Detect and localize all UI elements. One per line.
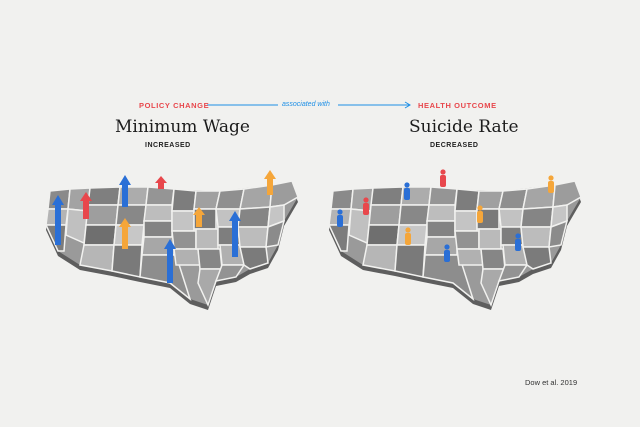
increased-label: INCREASED: [145, 142, 191, 149]
us-map-minimum-wage: [44, 170, 299, 310]
citation-text: Dow et al. 2019: [525, 378, 578, 387]
arrow-bar-icon: [52, 170, 276, 283]
associated-with-label: associated with: [282, 101, 330, 108]
minimum-wage-title: Minimum Wage: [115, 117, 250, 137]
health-outcome-label: HEALTH OUTCOME: [418, 101, 497, 110]
suicide-rate-title: Suicide Rate: [409, 117, 519, 137]
us-map-suicide-rate: [327, 169, 582, 310]
policy-change-label: POLICY CHANGE: [139, 101, 210, 110]
person-figure-icon: [337, 169, 554, 262]
association-arrow-icon: [207, 101, 411, 109]
decreased-label: DECREASED: [430, 142, 479, 149]
